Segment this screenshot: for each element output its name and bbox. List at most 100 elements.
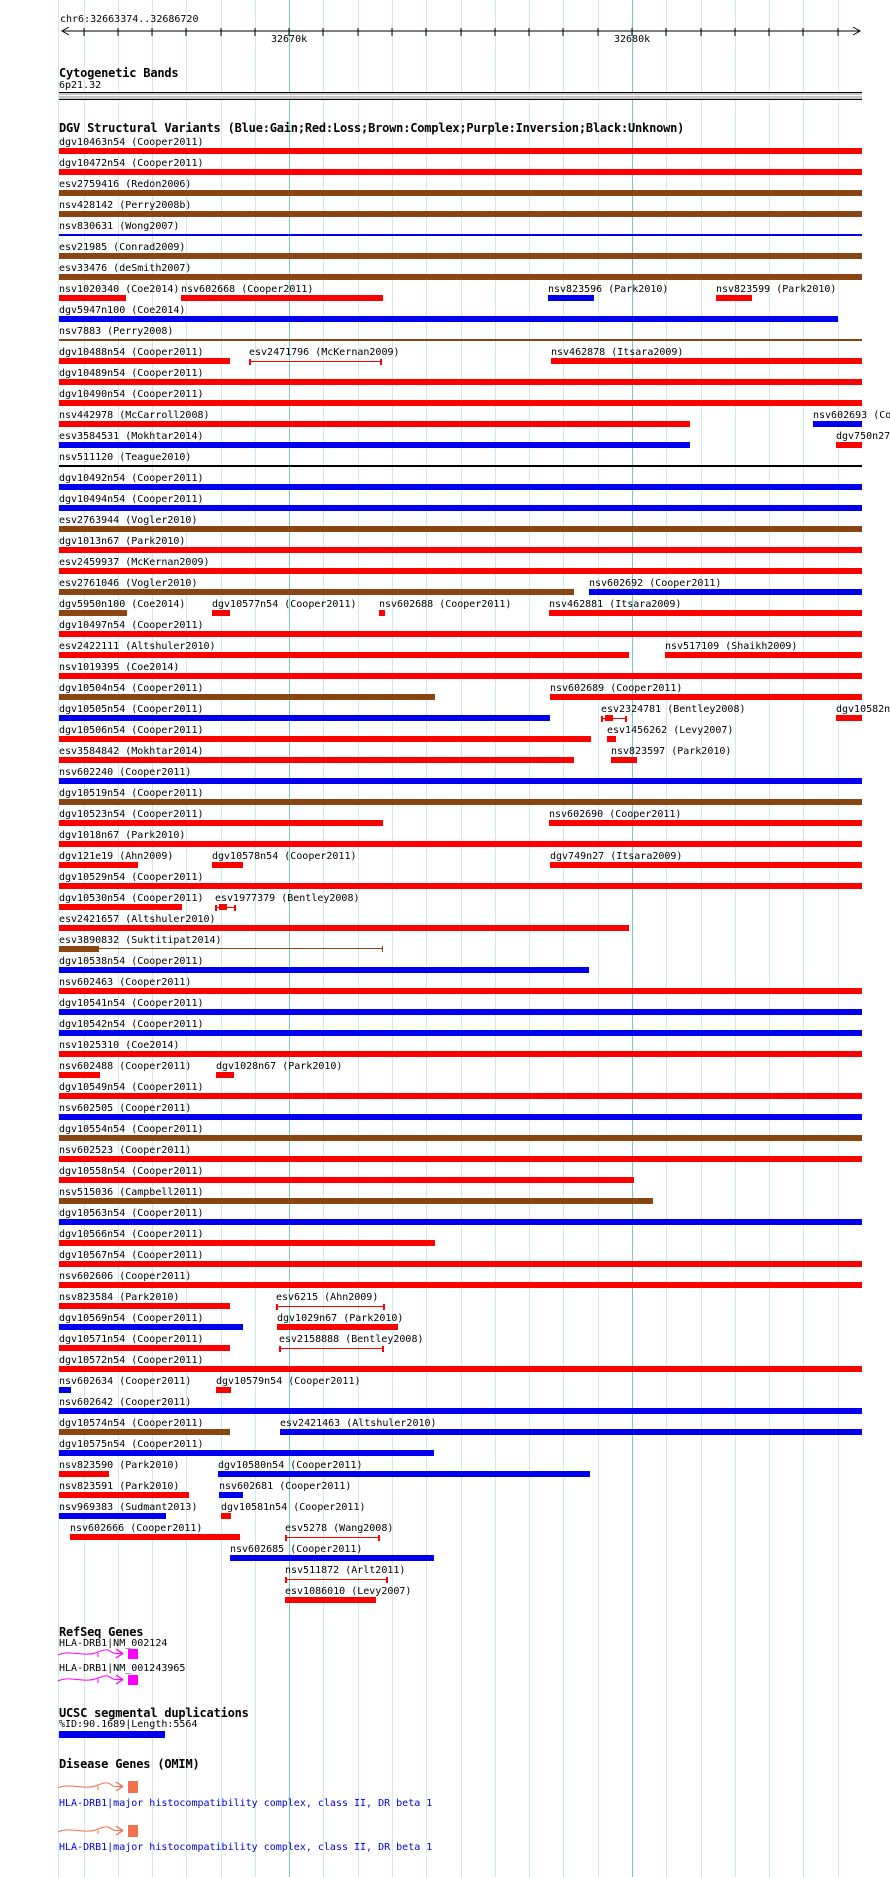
variant-bar[interactable] — [70, 1534, 240, 1540]
variant-bar[interactable] — [279, 1348, 383, 1349]
variant-bar[interactable] — [285, 1537, 379, 1538]
variant-bar[interactable] — [601, 718, 626, 719]
refseq-gene-glyph[interactable] — [52, 1672, 144, 1688]
variant-bar[interactable] — [59, 1387, 71, 1393]
variant-bar[interactable] — [589, 589, 862, 595]
variant-bar[interactable] — [59, 316, 838, 322]
variant-bar[interactable] — [59, 904, 182, 910]
variant-bar[interactable] — [59, 799, 862, 805]
variant-bar[interactable] — [59, 652, 629, 658]
variant-bar[interactable] — [59, 234, 862, 236]
variant-bar[interactable] — [59, 568, 862, 574]
variant-bar[interactable] — [59, 505, 862, 511]
variant-bar[interactable] — [59, 1240, 435, 1246]
variant-bar[interactable] — [59, 1261, 862, 1267]
variant-bar[interactable] — [59, 1429, 230, 1435]
variant-bar[interactable] — [59, 295, 126, 301]
variant-bar[interactable] — [59, 1219, 862, 1225]
variant-bar[interactable] — [218, 1471, 590, 1477]
variant-bar[interactable] — [59, 1324, 243, 1330]
variant-bar[interactable] — [605, 715, 613, 721]
omim-gene-glyph[interactable] — [52, 1823, 144, 1839]
variant-bar[interactable] — [59, 715, 550, 721]
variant-bar[interactable] — [59, 1450, 434, 1456]
variant-bar[interactable] — [249, 361, 381, 362]
variant-bar[interactable] — [212, 862, 243, 868]
variant-bar[interactable] — [59, 465, 862, 467]
variant-bar[interactable] — [59, 339, 862, 341]
variant-bar[interactable] — [59, 484, 862, 490]
variant-bar[interactable] — [813, 421, 862, 427]
variant-bar[interactable] — [551, 358, 862, 364]
variant-bar[interactable] — [59, 148, 862, 154]
variant-bar[interactable] — [59, 1156, 862, 1162]
variant-bar[interactable] — [59, 589, 574, 595]
variant-bar[interactable] — [607, 736, 616, 742]
variant-bar[interactable] — [219, 1492, 243, 1498]
variant-bar[interactable] — [59, 1072, 100, 1078]
variant-bar[interactable] — [59, 778, 862, 784]
variant-bar[interactable] — [549, 610, 862, 616]
variant-bar[interactable] — [59, 379, 862, 385]
variant-bar[interactable] — [59, 1198, 653, 1204]
variant-bar[interactable] — [59, 673, 862, 679]
variant-bar[interactable] — [59, 1114, 862, 1120]
variant-bar[interactable] — [665, 652, 862, 658]
variant-bar[interactable] — [59, 820, 383, 826]
variant-bar[interactable] — [59, 442, 690, 448]
variant-bar[interactable] — [59, 1366, 862, 1372]
variant-bar[interactable] — [59, 862, 138, 868]
variant-bar[interactable] — [836, 442, 862, 448]
variant-bar[interactable] — [59, 190, 862, 196]
variant-bar[interactable] — [59, 1513, 166, 1519]
variant-bar[interactable] — [216, 1072, 234, 1078]
variant-bar[interactable] — [280, 1429, 862, 1435]
variant-bar[interactable] — [379, 610, 385, 616]
variant-bar[interactable] — [59, 169, 862, 175]
variant-bar[interactable] — [59, 1345, 230, 1351]
variant-bar[interactable] — [59, 631, 862, 637]
segdup-bar[interactable] — [59, 1731, 165, 1738]
variant-bar[interactable] — [59, 1177, 634, 1183]
variant-bar[interactable] — [219, 904, 227, 910]
variant-bar[interactable] — [59, 967, 589, 973]
variant-bar[interactable] — [59, 358, 230, 364]
variant-bar[interactable] — [59, 694, 435, 700]
variant-bar[interactable] — [59, 1282, 862, 1288]
variant-bar[interactable] — [59, 1471, 109, 1477]
variant-bar[interactable] — [276, 1306, 384, 1307]
variant-bar[interactable] — [59, 1093, 862, 1099]
variant-bar[interactable] — [59, 1408, 862, 1414]
variant-bar[interactable] — [59, 736, 591, 742]
variant-bar[interactable] — [59, 526, 862, 532]
variant-bar[interactable] — [59, 841, 862, 847]
variant-bar[interactable] — [59, 925, 629, 931]
variant-bar[interactable] — [212, 610, 230, 616]
variant-bar[interactable] — [216, 1387, 231, 1393]
variant-bar[interactable] — [277, 1324, 398, 1330]
variant-bar[interactable] — [59, 610, 127, 616]
variant-bar[interactable] — [549, 820, 862, 826]
variant-bar[interactable] — [59, 757, 574, 763]
variant-bar[interactable] — [230, 1555, 434, 1561]
variant-bar[interactable] — [611, 757, 637, 763]
variant-bar[interactable] — [181, 295, 383, 301]
variant-bar[interactable] — [550, 694, 862, 700]
variant-bar[interactable] — [59, 274, 862, 280]
variant-bar[interactable] — [59, 1492, 189, 1498]
variant-bar[interactable] — [59, 1051, 862, 1057]
variant-bar[interactable] — [59, 1135, 862, 1141]
variant-bar[interactable] — [59, 1303, 230, 1309]
variant-bar[interactable] — [285, 1597, 376, 1603]
variant-bar[interactable] — [59, 253, 862, 259]
variant-bar[interactable] — [550, 862, 862, 868]
variant-bar[interactable] — [285, 1579, 387, 1580]
variant-bar[interactable] — [59, 883, 862, 889]
variant-bar[interactable] — [59, 547, 862, 553]
variant-bar[interactable] — [59, 946, 99, 952]
variant-bar[interactable] — [836, 715, 862, 721]
refseq-gene-glyph[interactable] — [52, 1646, 144, 1662]
variant-bar[interactable] — [59, 1030, 862, 1036]
variant-bar[interactable] — [59, 421, 690, 427]
variant-bar[interactable] — [59, 988, 862, 994]
